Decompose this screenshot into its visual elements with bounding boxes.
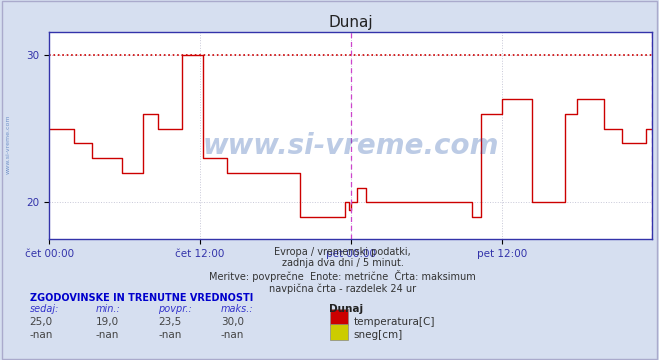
Text: Evropa / vremenski podatki,
zadnja dva dni / 5 minut.
Meritve: povprečne  Enote:: Evropa / vremenski podatki, zadnja dva d…: [210, 247, 476, 294]
Text: -nan: -nan: [96, 330, 119, 341]
Text: temperatura[C]: temperatura[C]: [353, 317, 435, 327]
Text: maks.:: maks.:: [221, 304, 254, 314]
Text: -nan: -nan: [221, 330, 244, 341]
Text: min.:: min.:: [96, 304, 121, 314]
Title: Dunaj: Dunaj: [329, 15, 373, 30]
Text: ZGODOVINSKE IN TRENUTNE VREDNOSTI: ZGODOVINSKE IN TRENUTNE VREDNOSTI: [30, 293, 253, 303]
Text: sedaj:: sedaj:: [30, 304, 59, 314]
Text: -nan: -nan: [158, 330, 181, 341]
Text: 25,0: 25,0: [30, 317, 53, 327]
Text: -nan: -nan: [30, 330, 53, 341]
Text: sneg[cm]: sneg[cm]: [353, 330, 403, 341]
Text: www.si-vreme.com: www.si-vreme.com: [203, 132, 499, 160]
Text: 30,0: 30,0: [221, 317, 244, 327]
Text: www.si-vreme.com: www.si-vreme.com: [6, 114, 11, 174]
Text: 23,5: 23,5: [158, 317, 181, 327]
Text: povpr.:: povpr.:: [158, 304, 192, 314]
Text: 19,0: 19,0: [96, 317, 119, 327]
Text: Dunaj: Dunaj: [330, 304, 364, 314]
